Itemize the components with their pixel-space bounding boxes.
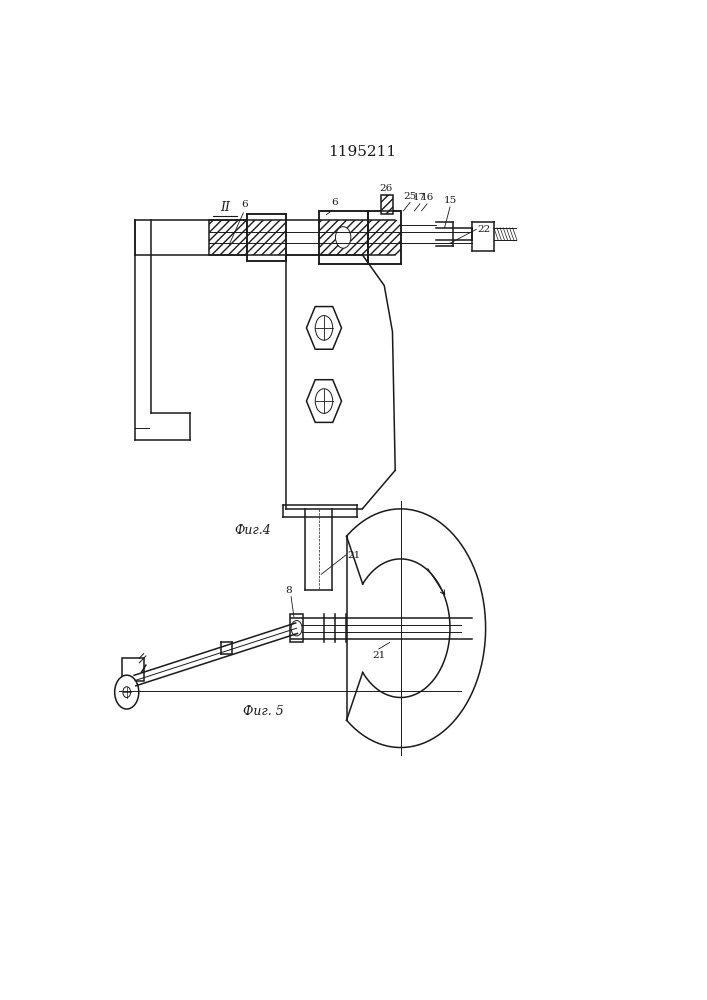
Bar (368, 211, 401, 264)
Text: II: II (221, 201, 230, 214)
Text: 21: 21 (347, 551, 361, 560)
Bar (247, 214, 286, 261)
Bar (290, 614, 303, 642)
Text: Фиг. 5: Фиг. 5 (243, 705, 284, 718)
Circle shape (123, 687, 131, 698)
Text: 21: 21 (372, 651, 385, 660)
Circle shape (315, 389, 333, 413)
Circle shape (291, 620, 302, 636)
Bar (209, 220, 247, 255)
Bar (319, 211, 368, 264)
Text: 17: 17 (414, 193, 426, 202)
Bar (381, 195, 393, 214)
Text: 6: 6 (241, 200, 248, 209)
Bar (381, 195, 393, 214)
Circle shape (336, 227, 351, 248)
Circle shape (315, 316, 333, 340)
Circle shape (115, 675, 139, 709)
Text: 6: 6 (332, 198, 338, 207)
Text: 26: 26 (379, 184, 392, 193)
Text: 1195211: 1195211 (328, 145, 397, 159)
Bar (368, 220, 401, 255)
Bar (247, 220, 286, 255)
Bar (319, 220, 368, 255)
Text: 25: 25 (404, 192, 416, 201)
Text: 8: 8 (285, 586, 292, 595)
Bar (122, 658, 144, 681)
Text: 15: 15 (443, 196, 457, 205)
Text: 16: 16 (421, 193, 433, 202)
Text: Фиг.4: Фиг.4 (235, 524, 271, 537)
Text: 22: 22 (477, 225, 491, 234)
